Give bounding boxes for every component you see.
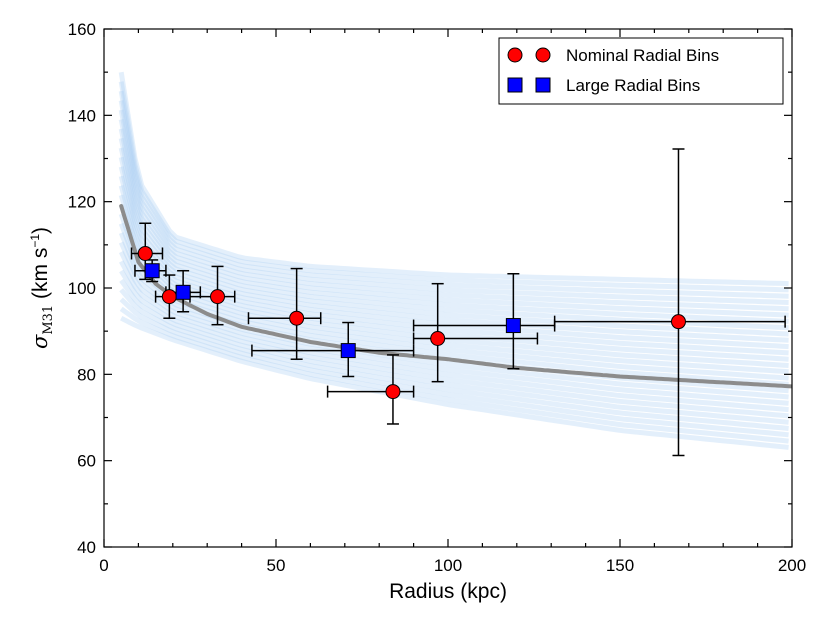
model-realization-line [118, 222, 789, 387]
model-realization-line [119, 297, 789, 438]
legend-marker-square [507, 77, 523, 93]
nominal-bin-marker [289, 310, 305, 326]
model-realization-line [118, 194, 789, 368]
y-tick-label: 40 [77, 538, 96, 557]
y-label-symbol: σ [28, 334, 52, 349]
nominal-bin-marker [161, 289, 177, 305]
model-realization-line [118, 185, 789, 362]
model-realization-line [118, 71, 789, 287]
axis-ticks: 0 50 100 150 200 40 60 80 100 120 140 160 [68, 20, 807, 575]
y-label-units: (km s [29, 248, 52, 305]
large-bin-marker [175, 284, 191, 300]
large-bin-marker [505, 318, 521, 334]
nominal-bin-marker [670, 314, 686, 330]
x-tick-label: 50 [267, 556, 286, 575]
y-tick-label: 80 [77, 365, 96, 384]
model-realization-line [118, 81, 789, 293]
model-realization-line [118, 241, 789, 400]
x-tick-label: 200 [778, 556, 806, 575]
legend-label-large: Large Radial Bins [566, 76, 700, 95]
model-realization-line [118, 175, 789, 356]
data-points-layer [130, 148, 786, 457]
y-label-exponent: −1 [28, 234, 42, 248]
legend-marker-circle [507, 47, 523, 63]
fit-curve-layer [119, 204, 792, 389]
y-label-close: ) [29, 227, 52, 234]
y-label-subscript: M31 [41, 305, 56, 335]
model-realization-line [118, 119, 789, 318]
legend-marker-circle [535, 47, 551, 63]
large-bin-marker [340, 343, 356, 359]
legend: Nominal Radial Bins Large Radial Bins [498, 37, 784, 105]
model-realization-line [119, 288, 789, 431]
nominal-bin-marker [430, 331, 446, 347]
model-realization-line [120, 315, 789, 450]
y-axis-label: σM31 (km s−1) [28, 227, 56, 349]
x-axis-label: Radius (kpc) [389, 580, 507, 603]
legend-marker-square [535, 77, 551, 93]
model-realization-line [118, 90, 789, 299]
x-tick-label: 0 [99, 556, 108, 575]
x-tick-label: 100 [434, 556, 462, 575]
x-tick-label: 150 [606, 556, 634, 575]
model-realization-line [119, 269, 789, 419]
nominal-bin-marker [385, 384, 401, 400]
nominal-bin-marker [137, 245, 153, 261]
large-bin-marker [144, 263, 160, 279]
y-tick-label: 160 [68, 20, 96, 39]
y-tick-label: 120 [68, 193, 96, 212]
large-bin-point [251, 321, 415, 378]
legend-entry-large: Large Radial Bins [507, 76, 700, 95]
y-tick-label: 140 [68, 106, 96, 125]
nominal-bin-marker [210, 289, 226, 305]
model-realization-line [119, 278, 789, 425]
y-tick-label: 60 [77, 452, 96, 471]
model-realization-line [118, 100, 789, 305]
model-realization-line [118, 250, 789, 406]
model-realization-line [118, 213, 789, 381]
legend-label-nominal: Nominal Radial Bins [566, 46, 719, 65]
model-band [118, 71, 789, 450]
model-realization-line [118, 156, 789, 343]
model-realization-line [119, 260, 789, 413]
model-realization-line [118, 109, 789, 312]
legend-entry-nominal: Nominal Radial Bins [507, 46, 719, 65]
best-fit-curve [119, 204, 792, 389]
model-realization-line [119, 306, 789, 444]
model-realization-line [118, 203, 789, 375]
y-tick-label: 100 [68, 279, 96, 298]
